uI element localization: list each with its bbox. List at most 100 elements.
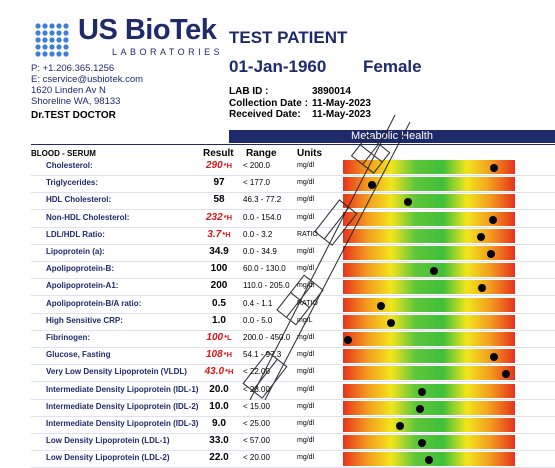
level-bar xyxy=(343,383,515,398)
result-value: 97 xyxy=(213,177,225,189)
result-unit: RATIO xyxy=(297,299,318,307)
table-row: Intermediate Density Lipoprotein (IDL-1)… xyxy=(0,383,555,400)
result-unit: mg/dl xyxy=(297,454,315,462)
table-row: Intermediate Density Lipoprotein (IDL-3)… xyxy=(0,417,555,434)
level-marker xyxy=(486,250,495,258)
panel-title: Metabolic Health xyxy=(229,130,555,143)
result-value: 3.7*H xyxy=(207,228,231,240)
result-unit: mg/dl xyxy=(297,213,315,221)
level-marker xyxy=(478,284,487,293)
table-row: LDL/HDL Ratio: 3.7*H 0.0 - 3.2 RATIO xyxy=(0,228,555,245)
table-row: High Sensitive CRP: 1.0 0.0 - 5.0 mg/L xyxy=(0,314,555,331)
level-marker xyxy=(404,198,413,207)
result-unit: mg/L xyxy=(297,316,313,324)
patient-dob: 01-Jan-1960 xyxy=(229,57,327,76)
level-marker xyxy=(376,301,385,310)
reference-range: 46.3 - 77.2 xyxy=(243,195,282,205)
level-marker xyxy=(476,232,485,241)
test-name: Glucose, Fasting xyxy=(46,350,111,360)
patient-gender: Female xyxy=(363,57,422,76)
level-bar xyxy=(343,160,515,174)
reference-range: < 25.00 xyxy=(243,419,270,428)
result-unit: mg/dl xyxy=(297,196,315,204)
result-unit: mg/dl xyxy=(297,179,315,187)
result-unit: mg/dl xyxy=(297,248,315,255)
test-name: Intermediate Density Lipoprotein (IDL-3) xyxy=(46,419,199,428)
level-marker xyxy=(488,215,497,224)
test-name: Lipoprotein (a): xyxy=(46,247,105,256)
table-row: Apolipoprotein-A1: 200 110.0 - 205.0 mg/dl xyxy=(0,279,555,297)
result-unit: RATIO xyxy=(297,230,318,238)
table-row: Non-HDL Cholesterol: 232*H 0.0 - 154.0 mg/d… xyxy=(0,211,555,228)
received-date-value: 11-May-2023 xyxy=(312,109,371,120)
reference-range: 0.0 - 3.2 xyxy=(243,229,273,239)
level-marker xyxy=(425,456,433,465)
reference-range: 54.1 - 97.3 xyxy=(243,350,282,360)
level-bar xyxy=(343,211,515,226)
level-bar xyxy=(343,418,515,432)
reference-range: < 20.00 xyxy=(243,453,270,463)
result-flag: *L xyxy=(224,333,232,342)
result-flag: *H xyxy=(223,212,233,222)
column-range: Range xyxy=(246,148,277,159)
test-name: Intermediate Density Lipoprotein (IDL-2) xyxy=(46,401,199,411)
result-value: 58 xyxy=(213,194,225,206)
test-name: HDL Cholesterol: xyxy=(46,195,112,205)
table-row: Triglycerides: 97 < 177.0 mg/dl xyxy=(0,176,555,194)
result-value: 290*H xyxy=(205,160,233,171)
result-unit: mg/dl xyxy=(297,162,315,169)
result-value: 43.0*H xyxy=(204,366,234,378)
logo-grid-icon xyxy=(35,23,69,57)
result-unit: mg/dl xyxy=(297,385,315,393)
result-value: 0.5 xyxy=(212,297,226,309)
header-divider xyxy=(31,144,555,145)
level-marker xyxy=(502,370,511,379)
reference-range: 0.0 - 5.0 xyxy=(243,315,273,325)
test-name: Non-HDL Cholesterol: xyxy=(46,212,130,222)
level-marker xyxy=(416,404,425,413)
result-unit: mg/dl xyxy=(297,282,315,290)
test-name: Apolipoprotein-A1: xyxy=(46,281,119,291)
table-row: Lipoprotein (a): 34.9 0.0 - 34.9 mg/dl xyxy=(0,245,555,262)
result-unit: mg/dl xyxy=(297,265,315,273)
level-marker xyxy=(490,164,499,172)
test-name: High Sensitive CRP: xyxy=(46,315,123,325)
result-unit: mg/dl xyxy=(297,420,315,427)
patient-name: TEST PATIENT xyxy=(229,28,348,47)
received-date-label: Received Date: xyxy=(229,109,301,120)
result-value: 108*H xyxy=(205,349,233,361)
reference-range: 0.4 - 1.1 xyxy=(243,298,273,308)
collection-date-label: Collection Date : xyxy=(229,98,308,109)
result-flag: *H xyxy=(225,367,234,377)
reference-range: 0.0 - 34.9 xyxy=(243,247,277,256)
level-marker xyxy=(490,353,499,362)
level-marker xyxy=(430,267,439,276)
level-bar xyxy=(343,332,515,346)
level-bar xyxy=(343,400,515,415)
level-bar xyxy=(343,246,515,260)
reference-range: < 57.00 xyxy=(243,436,270,446)
reference-range: < 23.00 xyxy=(243,384,270,394)
lab-id-label: LAB ID : xyxy=(229,86,269,97)
test-name: Very Low Density Lipoprotein (VLDL) xyxy=(46,367,187,377)
result-unit: mg/dl xyxy=(297,437,315,445)
reference-range: 60.0 - 130.0 xyxy=(243,264,286,274)
table-row: HDL Cholesterol: 58 46.3 - 77.2 mg/dl xyxy=(0,193,555,211)
result-value: 100*L xyxy=(206,332,232,343)
result-unit: mg/dl xyxy=(297,368,315,376)
logo-subtitle: LABORATORIES xyxy=(112,47,224,57)
test-name: Triglycerides: xyxy=(46,178,99,188)
level-marker xyxy=(344,336,353,344)
result-flag: *H xyxy=(223,350,233,360)
test-name: Apolipoprotein-B: xyxy=(46,264,114,274)
table-row: Very Low Density Lipoprotein (VLDL) 43.0*… xyxy=(0,365,555,383)
column-result: Result xyxy=(203,148,234,159)
table-row: Intermediate Density Lipoprotein (IDL-2)… xyxy=(0,400,555,417)
level-bar xyxy=(343,349,515,364)
level-bar xyxy=(343,280,515,295)
level-bar xyxy=(343,435,515,450)
reference-range: 200.0 - 450.0 xyxy=(243,333,291,342)
collection-date-value: 11-May-2023 xyxy=(312,98,371,109)
level-bar xyxy=(343,366,515,381)
table-row: Glucose, Fasting 108*H 54.1 - 97.3 mg/dl xyxy=(0,348,555,366)
